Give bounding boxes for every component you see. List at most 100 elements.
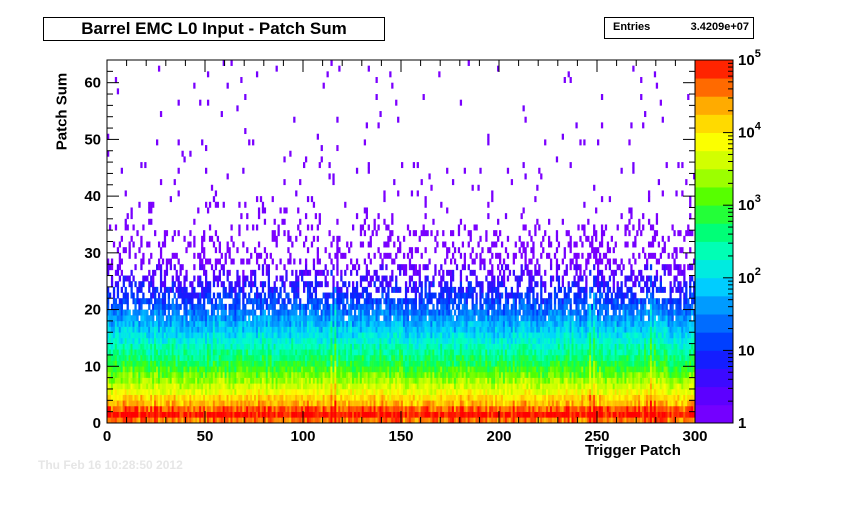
- heatmap-cell: [357, 315, 361, 322]
- heatmap-cell: [128, 343, 131, 350]
- heatmap-cell: [432, 309, 435, 316]
- heatmap-cell: [324, 275, 327, 282]
- heatmap-cell: [107, 269, 110, 276]
- heatmap-cell: [157, 360, 161, 367]
- heatmap-cell: [404, 417, 408, 423]
- heatmap-cell: [191, 417, 194, 423]
- heatmap-cell: [353, 417, 357, 423]
- heatmap-cell: [281, 354, 284, 361]
- heatmap-cell: [418, 326, 421, 333]
- heatmap-cell: [287, 298, 290, 305]
- heatmap-cell: [126, 349, 129, 356]
- heatmap-cell: [473, 388, 476, 395]
- heatmap-cell: [107, 371, 110, 378]
- heatmap-cell: [363, 298, 367, 305]
- heatmap-cell: [414, 298, 417, 305]
- heatmap-cell: [185, 269, 188, 276]
- heatmap-cell: [238, 343, 241, 350]
- heatmap-cell: [214, 230, 218, 237]
- heatmap-cell: [230, 315, 233, 322]
- heatmap-cell: [289, 400, 292, 407]
- heatmap-cell: [287, 388, 290, 395]
- heatmap-cell: [193, 252, 196, 259]
- heatmap-cell: [418, 292, 421, 299]
- heatmap-cell: [389, 411, 392, 418]
- heatmap-cell: [130, 315, 133, 322]
- heatmap-cell: [183, 400, 186, 407]
- heatmap-cell: [463, 383, 466, 390]
- heatmap-cell: [312, 320, 316, 327]
- heatmap-cell: [261, 343, 265, 350]
- heatmap-cell: [165, 388, 169, 395]
- heatmap-cell: [175, 252, 178, 259]
- heatmap-cell: [271, 320, 274, 327]
- heatmap-cell: [193, 264, 196, 271]
- heatmap-cell: [402, 235, 406, 242]
- heatmap-cell: [177, 388, 180, 395]
- heatmap-cell: [406, 377, 410, 384]
- heatmap-cell: [412, 264, 416, 271]
- heatmap-cell: [107, 298, 110, 305]
- heatmap-cell: [316, 366, 319, 373]
- heatmap-cell: [277, 411, 280, 418]
- heatmap-cell: [148, 360, 151, 367]
- heatmap-cell: [224, 411, 227, 418]
- heatmap-cell: [228, 417, 231, 423]
- heatmap-cell: [365, 383, 368, 390]
- heatmap-cell: [263, 354, 267, 361]
- heatmap-cell: [438, 405, 441, 412]
- heatmap-cell: [120, 349, 123, 356]
- heatmap-cell: [273, 417, 276, 423]
- heatmap-cell: [352, 292, 355, 299]
- heatmap-cell: [234, 292, 237, 299]
- heatmap-cell: [281, 366, 284, 373]
- heatmap-cell: [402, 252, 406, 259]
- heatmap-cell: [471, 269, 474, 276]
- heatmap-cell: [228, 281, 231, 288]
- heatmap-cell: [355, 337, 359, 344]
- heatmap-cell: [261, 264, 265, 271]
- heatmap-cell: [304, 264, 308, 271]
- heatmap-cell: [220, 332, 223, 339]
- heatmap-cell: [193, 286, 196, 293]
- heatmap-cell: [406, 309, 410, 316]
- heatmap-cell: [144, 360, 147, 367]
- heatmap-cell: [197, 292, 200, 299]
- heatmap-cell: [132, 320, 135, 327]
- heatmap-cell: [277, 400, 280, 407]
- heatmap-cell: [301, 366, 304, 373]
- heatmap-cell: [412, 230, 416, 237]
- heatmap-cell: [324, 388, 327, 395]
- heatmap-cell: [357, 417, 361, 423]
- heatmap-cell: [346, 411, 349, 418]
- heatmap-cell: [175, 269, 178, 276]
- heatmap-cell: [187, 383, 190, 390]
- heatmap-cell: [157, 349, 161, 356]
- heatmap-cell: [185, 371, 188, 378]
- heatmap-cell: [287, 258, 290, 265]
- heatmap-cell: [367, 354, 370, 361]
- heatmap-cell: [406, 354, 410, 361]
- heatmap-cell: [289, 326, 292, 333]
- heatmap-cell: [469, 315, 472, 322]
- heatmap-cell: [185, 349, 188, 356]
- heatmap-cell: [293, 417, 296, 423]
- heatmap-cell: [459, 354, 463, 361]
- heatmap-cell: [444, 309, 447, 316]
- heatmap-cell: [157, 332, 161, 339]
- heatmap-cell: [263, 371, 267, 378]
- heatmap-cell: [436, 377, 439, 384]
- heatmap-cell: [316, 258, 319, 265]
- heatmap-cell: [328, 354, 331, 361]
- heatmap-cell: [293, 332, 296, 339]
- heatmap-cell: [118, 337, 122, 344]
- heatmap-cell: [340, 371, 343, 378]
- heatmap-cell: [195, 366, 198, 373]
- heatmap-cell: [185, 303, 188, 310]
- heatmap-cell: [222, 315, 225, 322]
- heatmap-cell: [140, 417, 143, 423]
- heatmap-cell: [304, 400, 308, 407]
- heatmap-cell: [450, 275, 453, 282]
- heatmap-cell: [263, 247, 267, 254]
- heatmap-cell: [236, 315, 239, 322]
